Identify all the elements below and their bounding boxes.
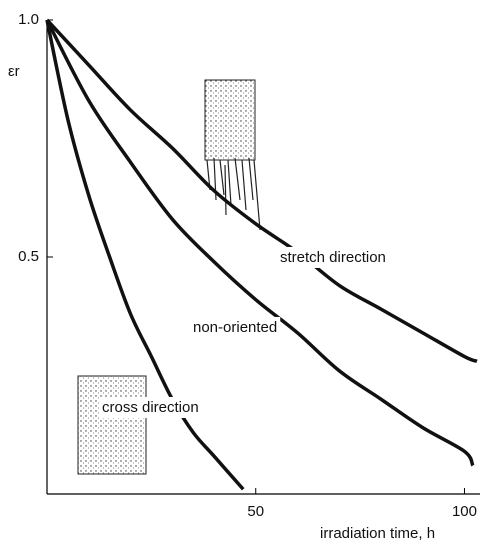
series-label: non-oriented [193,319,277,336]
label-background [277,246,389,268]
y-tick-label: 0.5 [18,248,39,265]
curve [45,19,475,467]
x-tick-label: 100 [452,503,477,520]
curve [45,19,245,491]
y-tick-label: 1.0 [18,11,39,28]
series-label: cross direction [102,399,199,416]
y-axis-label: εr [8,63,20,80]
label-background [99,396,202,418]
sample-sketch-square [77,375,147,475]
x-axis-label: irradiation time, h [320,525,435,542]
x-tick-label: 50 [247,503,264,520]
curve [45,18,478,363]
sample-sketch-fringed [204,79,261,231]
label-background [190,316,281,338]
series-label: stretch direction [280,249,386,266]
